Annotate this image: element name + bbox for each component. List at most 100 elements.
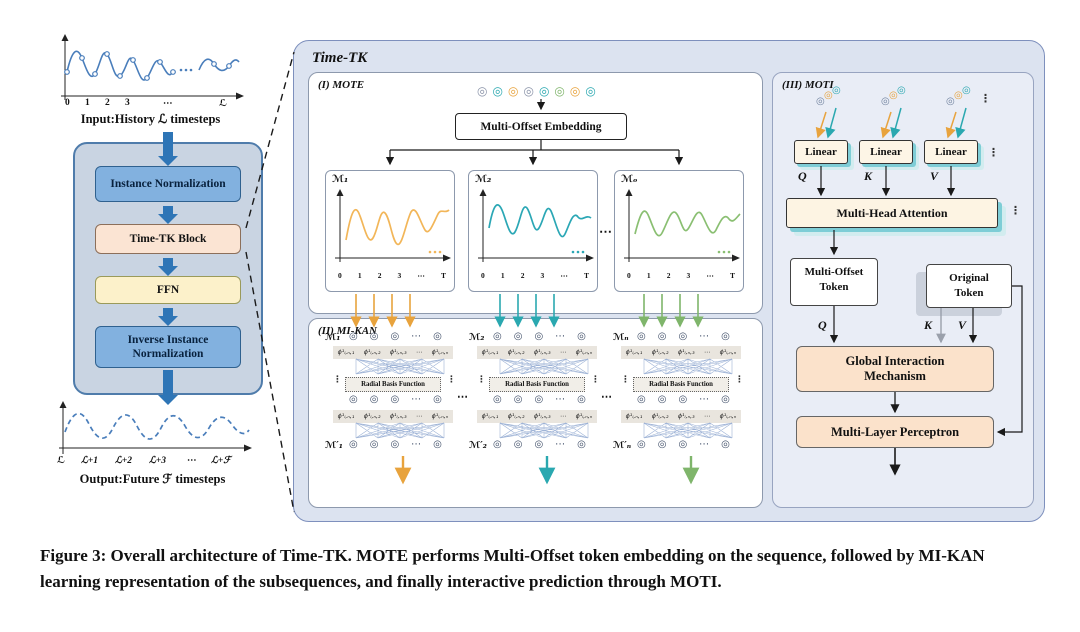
tick-label: ℒ+ℱ [211, 456, 231, 466]
phi-label: ϕ¹ₗ,ₙ,₁ [481, 349, 499, 356]
kan-token-row: ◎◎◎⋯◎ [349, 331, 454, 342]
multi-offset-embedding-box: Multi-Offset Embedding [455, 113, 627, 140]
timetk-block-label: Time-TK Block [129, 232, 207, 245]
vertical-ellipsis: ⋮ [735, 375, 744, 385]
kan-column-3: ℳₙ ◎◎◎⋯◎ ϕ¹ₗ,ₙ,₁ ϕ¹ₗ,ₙ,₂ ϕ¹ₗ,ₙ,₃ ⋯ ϕ¹ₗ,ₙ,ₙ ⋮… [613, 331, 748, 471]
v-label: V [958, 318, 967, 332]
phi-label: ϕ¹ₗ,ₙ,₃ [677, 349, 695, 356]
tick-label: ⋯ [417, 271, 425, 280]
kan-token-row: ◎◎◎⋯◎ [637, 439, 742, 450]
linear-box-k: Linear [859, 140, 913, 164]
token-icon: ◎ [492, 84, 503, 98]
rbf-label: Radial Basis Function [649, 381, 713, 388]
token-icon: ◎ [569, 84, 581, 98]
k-label: K [924, 318, 933, 332]
tick-label: T [440, 271, 446, 280]
output-axis-ticks: ℒ ℒ+1 ℒ+2 ℒ+3 ⋯ ℒ+ℱ [53, 455, 258, 467]
tick-label: 1 [85, 98, 90, 108]
phi-label: ϕ¹ₗ,ₙ,ₙ [719, 349, 737, 356]
token-icon: ◎ [554, 84, 565, 98]
kan-bottom-label: ℳ′₁ [325, 440, 343, 451]
kan-column-2: ℳ₂ ◎◎◎⋯◎ ϕ¹ₗ,ₙ,₁ ϕ¹ₗ,ₙ,₂ ϕ¹ₗ,ₙ,₃ ⋯ ϕ¹ₗ,ₙ,ₙ ⋮… [469, 331, 604, 471]
phi-label: ϕ¹ₗ,ₙ,₃ [677, 413, 695, 420]
multi-offset-token-line2: Token [819, 280, 849, 293]
phi-row: ϕ¹ₗ,ₙ,₁ ϕ¹ₗ,ₙ,₂ ϕ¹ₗ,ₙ,₃ ⋯ ϕ¹ₗ,ₙ,ₙ [621, 346, 741, 359]
phi-label: ⋯ [415, 349, 423, 356]
token-icon: ◎ [881, 96, 890, 107]
tick-label: ⋯ [560, 271, 568, 280]
q-label: Q [798, 169, 807, 183]
phi-label: ϕ¹ₗ,ₙ,₂ [507, 413, 525, 420]
inverse-instance-norm-label: Inverse Instance Normalization [127, 333, 209, 360]
phi-label: ϕ¹ₗ,ₙ,₃ [533, 349, 551, 356]
vertical-ellipsis: ⋮ [477, 375, 486, 385]
phi-label: ⋯ [559, 349, 567, 356]
subseries-plot-1: ℳ₁ 0 1 2 3 ⋯ T [325, 170, 455, 292]
output-series-plot [59, 401, 252, 454]
phi-label: ⋯ [703, 413, 711, 420]
kan-token-row: ◎◎◎⋯◎ [493, 439, 598, 450]
token-icon: ◎ [889, 90, 898, 101]
subseries-ticks: 0 1 2 3 ⋯ T [481, 271, 589, 280]
inverse-instance-norm-box: Inverse Instance Normalization [95, 326, 241, 368]
tick-label: 0 [65, 98, 70, 108]
token-icon: ◎ [954, 90, 963, 101]
token-icon: ◎ [477, 84, 488, 98]
ellipsis: ⋯ [599, 224, 612, 239]
linear-box-q: Linear [794, 140, 848, 164]
subseries-wave [624, 189, 741, 262]
tick-label: 3 [686, 271, 691, 280]
mlp-label: Multi-Layer Perceptron [830, 424, 960, 439]
global-interaction-label: Global Interaction Mechanism [845, 354, 945, 383]
rbf-label: Radial Basis Function [361, 381, 425, 388]
v-label: V [930, 169, 939, 183]
instance-norm-box: Instance Normalization [95, 166, 241, 202]
phi-label: ϕ¹ₗ,ₙ,₃ [533, 413, 551, 420]
ellipsis: ⋯ [457, 391, 468, 403]
phi-label: ϕ¹ₗ,ₙ,₁ [625, 349, 643, 356]
token-icon: ◎ [507, 84, 519, 98]
phi-row: ϕ¹ₗ,ₙ,₁ ϕ¹ₗ,ₙ,₂ ϕ¹ₗ,ₙ,₃ ⋯ ϕ¹ₗ,ₙ,ₙ [477, 410, 597, 423]
tick-label: 1 [646, 271, 651, 280]
linear-label: Linear [870, 146, 902, 158]
multi-head-attention-bar: Multi-Head Attention [786, 198, 998, 228]
ffn-label: FFN [156, 283, 180, 296]
original-token-line1: Original [949, 272, 989, 284]
vertical-ellipsis: ⋮ [621, 375, 630, 385]
token-icon: ◎ [585, 84, 596, 98]
k-label: K [864, 169, 873, 183]
original-token-line2: Token [954, 286, 984, 299]
flow-arrow-down [158, 308, 178, 326]
phi-label: ϕ¹ₗ,ₙ,₂ [507, 349, 525, 356]
input-axis-ticks: 0 1 2 3 ⋯ ℒ [53, 98, 248, 110]
tick-label: ⋯ [187, 456, 197, 466]
phi-label: ϕ¹ₗ,ₙ,₃ [389, 349, 407, 356]
phi-label: ϕ¹ₗ,ₙ,₁ [481, 413, 499, 420]
kan-bottom-label: ℳ′₂ [469, 440, 487, 451]
phi-row: ϕ¹ₗ,ₙ,₁ ϕ¹ₗ,ₙ,₂ ϕ¹ₗ,ₙ,₃ ⋯ ϕ¹ₗ,ₙ,ₙ [621, 410, 741, 423]
phi-label: ϕ¹ₗ,ₙ,₂ [363, 349, 381, 356]
kan-node-row: ◎◎◎⋯◎ [349, 394, 454, 405]
tick-label: ℒ [57, 455, 66, 466]
multi-offset-token-box: Multi-Offset Token [790, 258, 878, 306]
phi-row: ϕ¹ₗ,ₙ,₁ ϕ¹ₗ,ₙ,₂ ϕ¹ₗ,ₙ,₃ ⋯ ϕ¹ₗ,ₙ,ₙ [333, 410, 453, 423]
subseries-label: ℳ₁ [332, 174, 349, 185]
subseries-wave [478, 189, 594, 262]
phi-label: ϕ¹ₗ,ₙ,ₙ [575, 349, 593, 356]
multi-offset-token-line1: Multi-Offset [804, 266, 864, 278]
q-label: Q [818, 318, 827, 332]
tick-label: ℒ+1 [81, 456, 99, 466]
token-cluster: ◎ ◎ ◎ [881, 86, 909, 110]
moti-label: (III) MOTI [782, 79, 834, 91]
mikan-label: (II) MI-KAN [318, 325, 377, 337]
vertical-ellipsis: ⋮ [333, 375, 342, 385]
tick-label: ℒ+2 [115, 456, 133, 466]
flow-arrow-down [158, 370, 178, 405]
phi-label: ϕ¹ₗ,ₙ,₁ [337, 349, 355, 356]
vertical-ellipsis: ⋮ [591, 375, 600, 385]
phi-label: ϕ¹ₗ,ₙ,ₙ [431, 413, 449, 420]
linear-label: Linear [805, 146, 837, 158]
kan-column-1: ℳ₁ ◎◎◎⋯◎ ϕ¹ₗ,ₙ,₁ ϕ¹ₗ,ₙ,₂ ϕ¹ₗ,ₙ,₃ ⋯ ϕ¹ₗ,ₙ,ₙ ⋮… [325, 331, 460, 471]
token-icon: ◎ [832, 85, 841, 96]
phi-row: ϕ¹ₗ,ₙ,₁ ϕ¹ₗ,ₙ,₂ ϕ¹ₗ,ₙ,₃ ⋯ ϕ¹ₗ,ₙ,ₙ [333, 346, 453, 359]
